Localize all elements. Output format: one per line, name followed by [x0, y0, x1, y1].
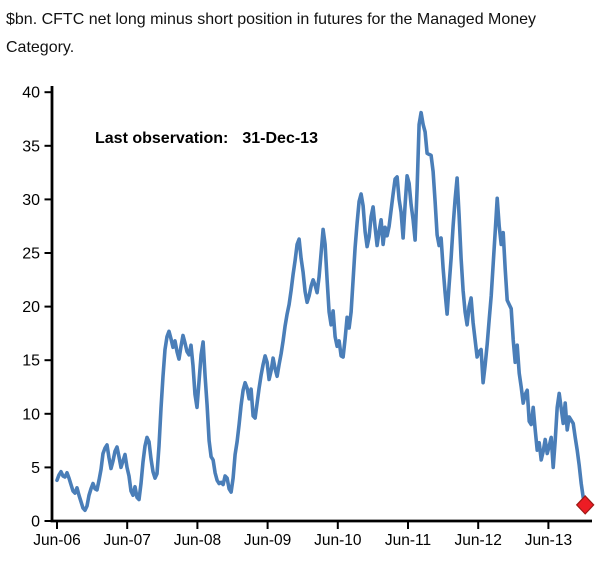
- x-tick-label: Jun-09: [244, 532, 291, 549]
- y-tick-label: 35: [22, 138, 40, 155]
- y-tick-label: 5: [31, 460, 40, 477]
- x-tick-label: Jun-10: [314, 532, 362, 549]
- x-tick-label: Jun-08: [174, 532, 221, 549]
- chart-title-line2: Category.: [6, 39, 75, 56]
- x-tick-label: Jun-11: [385, 532, 431, 549]
- y-tick-label: 40: [22, 85, 40, 102]
- y-tick-label: 30: [22, 192, 40, 209]
- x-tick-label: Jun-13: [525, 532, 572, 549]
- last-observation-annotation: Last observation: 31-Dec-13: [95, 130, 318, 148]
- chart-title: $bn. CFTC net long minus short position …: [6, 6, 598, 62]
- y-tick-label: 10: [22, 406, 40, 423]
- data-line: [55, 110, 588, 513]
- y-tick-label: 20: [22, 299, 40, 316]
- y-tick-label: 0: [31, 514, 40, 531]
- x-tick-label: Jun-06: [33, 532, 80, 549]
- x-tick-label: Jun-12: [454, 532, 501, 549]
- x-tick-label: Jun-07: [103, 532, 150, 549]
- last-observation-label: Last observation:: [95, 130, 229, 147]
- last-observation-marker-diamond-icon: [575, 495, 595, 515]
- y-tick-label: 25: [22, 246, 40, 263]
- line-chart: 0 5 10 15 20 25 30 35 40 Jun-06 Jun-07 Jun-08 Jun-09…: [22, 85, 595, 549]
- last-observation-date: 31-Dec-13: [242, 130, 318, 147]
- chart-title-line1: $bn. CFTC net long minus short position …: [6, 11, 537, 28]
- y-tick-label: 15: [22, 353, 40, 370]
